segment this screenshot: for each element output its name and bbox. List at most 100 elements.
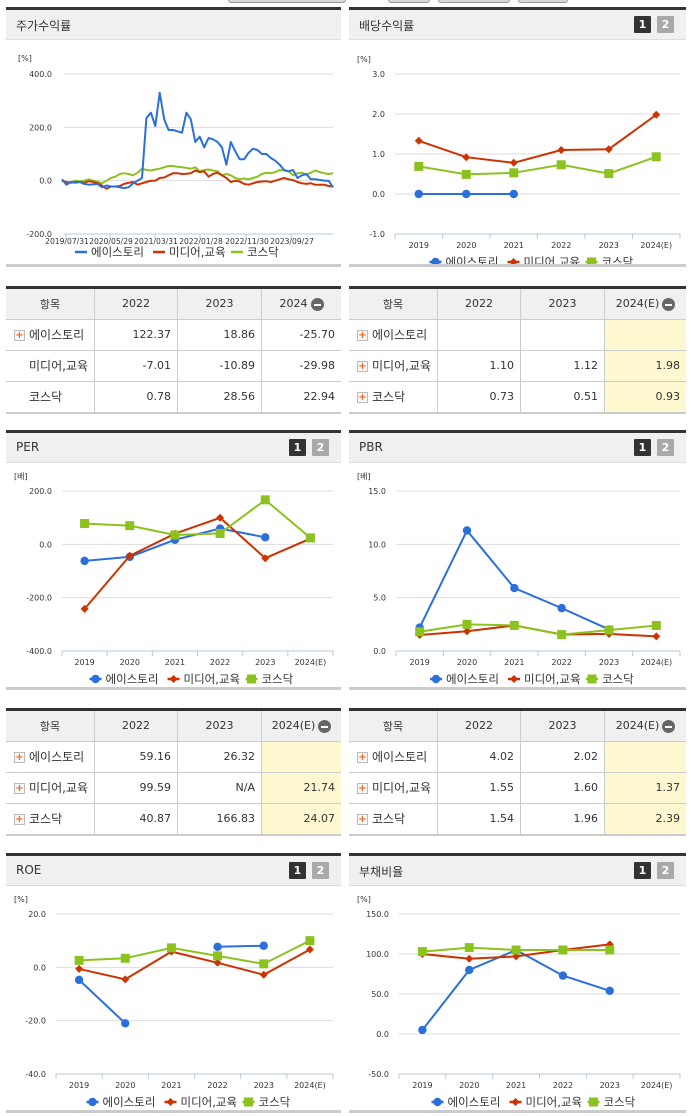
circle-marker[interactable] — [431, 674, 441, 684]
square-marker[interactable] — [604, 625, 614, 635]
square-marker[interactable] — [604, 169, 614, 179]
tab-button-1[interactable]: 1 — [634, 862, 651, 879]
square-marker[interactable] — [305, 533, 315, 543]
collapse-minus-icon[interactable] — [310, 297, 324, 311]
square-marker[interactable] — [556, 160, 566, 170]
circle-marker[interactable] — [259, 941, 268, 950]
circle-marker[interactable] — [557, 603, 566, 613]
square-marker[interactable] — [509, 620, 519, 630]
circle-marker[interactable] — [261, 533, 270, 542]
square-marker[interactable] — [558, 945, 568, 955]
square-marker[interactable] — [464, 943, 474, 953]
collapse-minus-icon[interactable] — [318, 719, 332, 733]
square-marker[interactable] — [651, 621, 661, 631]
square-marker[interactable] — [587, 674, 597, 684]
circle-marker[interactable] — [213, 942, 222, 951]
row-label[interactable]: + 에이스토리 — [6, 319, 96, 351]
top-tab-3[interactable] — [438, 0, 510, 3]
square-marker[interactable] — [462, 619, 472, 629]
legend-item-company[interactable]: 에이스토리 — [86, 1095, 156, 1109]
tab-button-1[interactable]: 1 — [289, 862, 306, 879]
diamond-marker[interactable] — [414, 136, 423, 145]
square-marker[interactable] — [120, 953, 130, 963]
diamond-marker[interactable] — [80, 604, 89, 613]
expand-plus-icon[interactable]: + — [357, 752, 368, 763]
row-label[interactable]: + 미디어,교육 — [6, 772, 96, 804]
tab-button-2[interactable]: 2 — [657, 16, 674, 33]
legend-item-kosdaq[interactable]: 코스닥 — [586, 672, 634, 686]
diamond-marker[interactable] — [213, 958, 222, 967]
tab-button-2[interactable]: 2 — [657, 439, 674, 456]
diamond-marker[interactable] — [75, 964, 84, 973]
diamond-marker[interactable] — [511, 1098, 520, 1106]
legend-item-industry[interactable]: 미디어,교육 — [508, 672, 581, 686]
square-marker[interactable] — [125, 521, 135, 531]
row-label[interactable]: + 에이스토리 — [349, 319, 439, 351]
diamond-marker[interactable] — [305, 945, 314, 954]
top-tab-1[interactable] — [228, 0, 346, 3]
legend-item-industry[interactable]: 미디어,교육 — [153, 245, 226, 259]
expand-plus-icon[interactable]: + — [14, 752, 25, 763]
legend-item-industry[interactable]: 미디어,교육 — [509, 1095, 583, 1109]
expand-plus-icon[interactable]: + — [357, 814, 368, 826]
expand-plus-icon[interactable]: + — [14, 783, 25, 794]
circle-marker[interactable] — [509, 189, 518, 199]
tab-button-2[interactable]: 2 — [312, 439, 329, 456]
circle-marker[interactable] — [462, 189, 471, 199]
diamond-marker[interactable] — [463, 627, 471, 636]
diamond-marker[interactable] — [652, 110, 661, 119]
square-marker[interactable] — [166, 943, 176, 953]
tab-button-1[interactable]: 1 — [634, 439, 651, 456]
legend-item-company[interactable]: 에이스토리 — [89, 672, 159, 686]
square-marker[interactable] — [605, 945, 615, 955]
square-marker[interactable] — [259, 959, 269, 969]
diamond-marker[interactable] — [261, 554, 270, 563]
circle-marker[interactable] — [605, 986, 614, 995]
legend-item-kosdaq[interactable]: 코스닥 — [245, 672, 294, 686]
square-marker[interactable] — [215, 528, 225, 538]
diamond-marker[interactable] — [166, 1098, 175, 1106]
square-marker[interactable] — [80, 519, 90, 529]
square-marker[interactable] — [417, 947, 427, 957]
tab-button-2[interactable]: 2 — [657, 862, 674, 879]
legend-item-company[interactable]: 에이스토리 — [75, 245, 144, 259]
diamond-marker[interactable] — [125, 551, 134, 560]
circle-marker[interactable] — [80, 556, 89, 566]
circle-marker[interactable] — [91, 674, 100, 684]
row-label[interactable]: + 미디어,교육 — [349, 772, 439, 804]
diamond-marker[interactable] — [604, 145, 613, 154]
diamond-marker[interactable] — [509, 158, 518, 167]
top-tab-4[interactable] — [518, 0, 568, 3]
diamond-marker[interactable] — [216, 513, 225, 522]
square-marker[interactable] — [511, 945, 521, 955]
diamond-marker[interactable] — [605, 940, 614, 949]
square-marker[interactable] — [260, 495, 270, 505]
square-marker[interactable] — [415, 627, 425, 637]
legend-item-kosdaq[interactable]: 코스닥 — [242, 1095, 291, 1109]
row-label[interactable]: + 미디어,교육 — [349, 350, 439, 382]
row-label[interactable]: + 에이스토리 — [6, 741, 96, 773]
square-marker[interactable] — [414, 161, 424, 171]
tab-button-2[interactable]: 2 — [312, 862, 329, 879]
collapse-minus-icon[interactable] — [662, 297, 676, 311]
legend-item-company[interactable]: 에이스토리 — [430, 672, 499, 686]
row-label[interactable]: + 코스닥 — [6, 803, 96, 834]
diamond-marker[interactable] — [557, 146, 566, 154]
circle-marker[interactable] — [462, 526, 472, 535]
legend-item-industry[interactable]: 미디어,교육 — [167, 672, 241, 686]
circle-marker[interactable] — [74, 975, 84, 985]
square-marker[interactable] — [74, 955, 84, 965]
top-tab-2[interactable] — [388, 0, 430, 3]
square-marker[interactable] — [509, 168, 519, 178]
circle-marker[interactable] — [88, 1097, 97, 1107]
legend-item-industry[interactable]: 미디어,교육 — [164, 1095, 238, 1109]
square-marker[interactable] — [587, 257, 596, 267]
expand-plus-icon[interactable]: + — [357, 330, 368, 341]
collapse-minus-icon[interactable] — [662, 719, 676, 733]
square-marker[interactable] — [247, 674, 256, 684]
tab-button-1[interactable]: 1 — [634, 16, 651, 33]
row-label[interactable]: + 에이스토리 — [349, 741, 439, 773]
square-marker[interactable] — [213, 951, 223, 961]
diamond-marker[interactable] — [169, 675, 178, 683]
legend-item-kosdaq[interactable]: 코스닥 — [231, 245, 279, 259]
